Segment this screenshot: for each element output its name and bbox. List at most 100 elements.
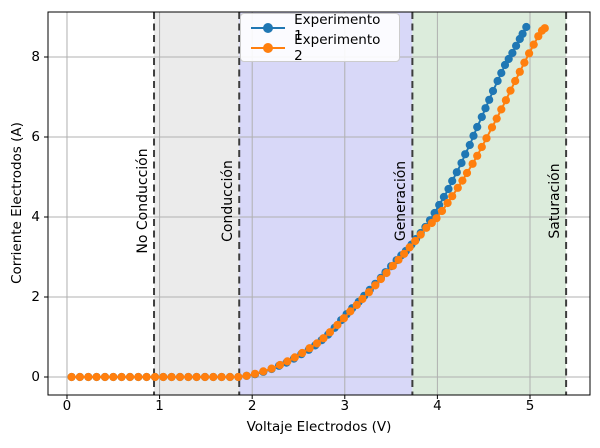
data-point — [305, 344, 314, 353]
data-point — [481, 104, 490, 113]
data-point — [540, 24, 549, 33]
data-point — [283, 357, 292, 366]
data-point — [500, 60, 510, 70]
y-tick-label: 8 — [31, 49, 40, 65]
y-tick-label: 2 — [31, 289, 40, 305]
data-point — [267, 364, 276, 373]
data-point — [497, 68, 506, 78]
data-point — [75, 372, 84, 382]
y-tick-label: 0 — [31, 369, 40, 385]
x-axis-label: Voltaje Electrodos (V) — [246, 419, 392, 435]
data-point — [518, 29, 527, 38]
data-point — [92, 372, 101, 382]
data-point — [117, 372, 126, 382]
data-point — [511, 76, 520, 86]
region-label-3: Saturación — [547, 163, 564, 239]
data-point — [67, 372, 76, 382]
data-point — [453, 183, 462, 192]
data-point — [346, 307, 355, 316]
data-point — [225, 372, 235, 382]
data-point — [134, 372, 143, 382]
data-point — [508, 48, 517, 58]
legend-item-experimento-1: Experimento 1 — [249, 12, 391, 44]
data-point — [458, 176, 467, 185]
data-point — [234, 372, 243, 382]
data-point — [515, 67, 524, 76]
data-point — [319, 334, 328, 343]
data-point — [422, 223, 431, 232]
data-point — [84, 372, 93, 382]
data-point — [298, 348, 307, 358]
data-point — [364, 288, 373, 297]
data-point — [501, 96, 510, 105]
data-point — [504, 54, 513, 64]
data-point — [150, 372, 160, 382]
data-point — [388, 261, 397, 270]
data-point — [250, 369, 260, 378]
data-point — [529, 40, 538, 49]
data-point — [352, 300, 361, 310]
region-label-1: Conducción — [220, 160, 237, 242]
data-point — [457, 158, 466, 168]
data-point — [452, 168, 461, 177]
data-point — [497, 105, 506, 114]
data-point — [469, 131, 478, 140]
x-tick-label: 3 — [340, 398, 350, 414]
data-point — [200, 372, 210, 382]
data-point — [461, 150, 470, 159]
data-point — [444, 184, 453, 194]
data-point — [290, 353, 299, 362]
data-point — [192, 372, 201, 382]
data-point — [506, 86, 515, 95]
y-axis-label: Corriente Electrodos (A) — [9, 122, 25, 284]
y-tick-label: 6 — [31, 129, 40, 145]
data-point — [465, 140, 474, 150]
data-point — [175, 372, 185, 382]
data-point — [525, 49, 534, 58]
data-point — [371, 281, 380, 290]
data-point — [473, 151, 482, 160]
legend-line-marker-icon — [251, 23, 285, 33]
data-point — [522, 22, 531, 32]
data-point — [100, 372, 110, 382]
data-point — [109, 372, 118, 382]
legend-item-experimento-2: Experimento 2 — [249, 32, 391, 64]
data-point — [493, 76, 502, 86]
data-point — [416, 230, 425, 239]
data-point — [312, 339, 322, 348]
data-point — [209, 372, 218, 382]
data-point — [432, 214, 441, 223]
data-point — [339, 314, 348, 323]
data-point — [242, 371, 251, 380]
x-tick-label: 2 — [247, 398, 257, 414]
data-point — [358, 294, 367, 304]
legend-line-marker-icon — [251, 43, 285, 53]
data-point — [443, 198, 452, 208]
data-point — [217, 372, 226, 382]
legend-label-experimento-2: Experimento 2 — [294, 32, 381, 64]
data-point — [125, 372, 135, 382]
region-shade-1 — [154, 12, 240, 395]
data-point — [437, 206, 447, 216]
data-point — [394, 255, 403, 264]
data-point — [511, 41, 521, 50]
y-tick-label: 4 — [31, 209, 40, 225]
data-point — [488, 86, 498, 96]
data-point — [492, 114, 501, 123]
data-point — [520, 58, 529, 67]
data-point — [468, 159, 477, 168]
x-tick-label: 5 — [525, 398, 535, 414]
data-point — [376, 274, 385, 284]
region-shade-2 — [239, 12, 413, 395]
data-point — [411, 236, 420, 246]
x-tick-label: 1 — [155, 398, 164, 414]
x-tick-label: 0 — [62, 398, 72, 414]
data-point — [275, 360, 285, 370]
data-point — [482, 134, 491, 143]
legend-label-experimento-1: Experimento 1 — [294, 12, 381, 44]
data-point — [405, 243, 414, 252]
data-point — [477, 112, 486, 122]
data-point — [142, 372, 151, 382]
